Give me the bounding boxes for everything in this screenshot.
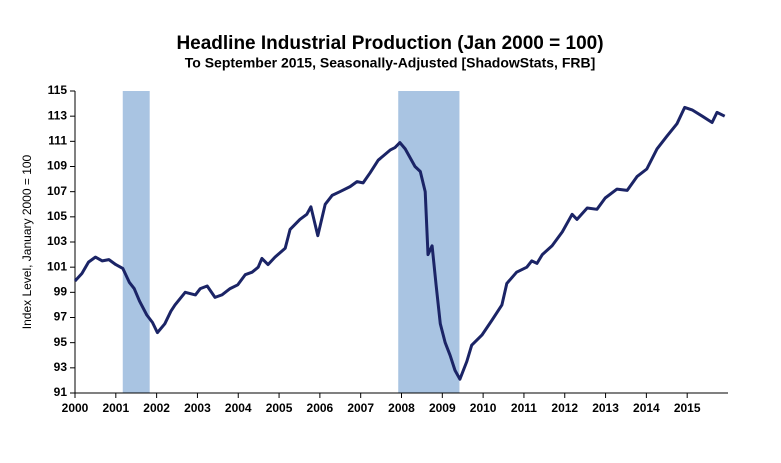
- x-tick-label: 2003: [184, 401, 211, 415]
- data-line: [73, 105, 726, 381]
- y-tick-label: 107: [47, 184, 67, 198]
- y-tick-label: 97: [54, 310, 68, 324]
- x-tick-label: 2002: [143, 401, 170, 415]
- y-tick-label: 109: [47, 159, 67, 173]
- x-tick-label: 2011: [511, 401, 537, 415]
- x-tick-label: 2015: [674, 401, 701, 415]
- x-tick-label: 2012: [551, 401, 578, 415]
- x-tick-label: 2005: [266, 401, 293, 415]
- x-tick-label: 2009: [429, 401, 456, 415]
- x-tick-label: 2007: [347, 401, 374, 415]
- y-tick-label: 99: [54, 285, 68, 299]
- y-tick-label: 105: [47, 209, 67, 223]
- x-tick-label: 2014: [633, 401, 660, 415]
- x-tick-label: 2008: [388, 401, 415, 415]
- x-tick-label: 2006: [307, 401, 334, 415]
- chart-title: Headline Industrial Production (Jan 2000…: [176, 33, 603, 54]
- y-tick-label: 93: [54, 360, 68, 374]
- x-tick-label: 2010: [470, 401, 497, 415]
- y-axis-label: Index Level, January 2000 = 100: [20, 154, 34, 329]
- y-tick-label: 101: [47, 259, 67, 273]
- y-tick-label: 115: [48, 83, 68, 97]
- x-tick-label: 2001: [102, 401, 129, 415]
- x-tick-label: 2000: [62, 401, 89, 415]
- y-tick-label: 91: [54, 385, 68, 399]
- y-tick-label: 111: [48, 134, 67, 148]
- y-tick-label: 103: [47, 234, 67, 248]
- y-tick-label: 113: [48, 108, 68, 122]
- x-tick-label: 2004: [225, 401, 252, 415]
- x-tick-label: 2013: [592, 401, 619, 415]
- y-tick-label: 95: [54, 335, 68, 349]
- recession-shade: [122, 91, 150, 393]
- chart-subtitle: To September 2015, Seasonally-Adjusted […: [185, 55, 596, 71]
